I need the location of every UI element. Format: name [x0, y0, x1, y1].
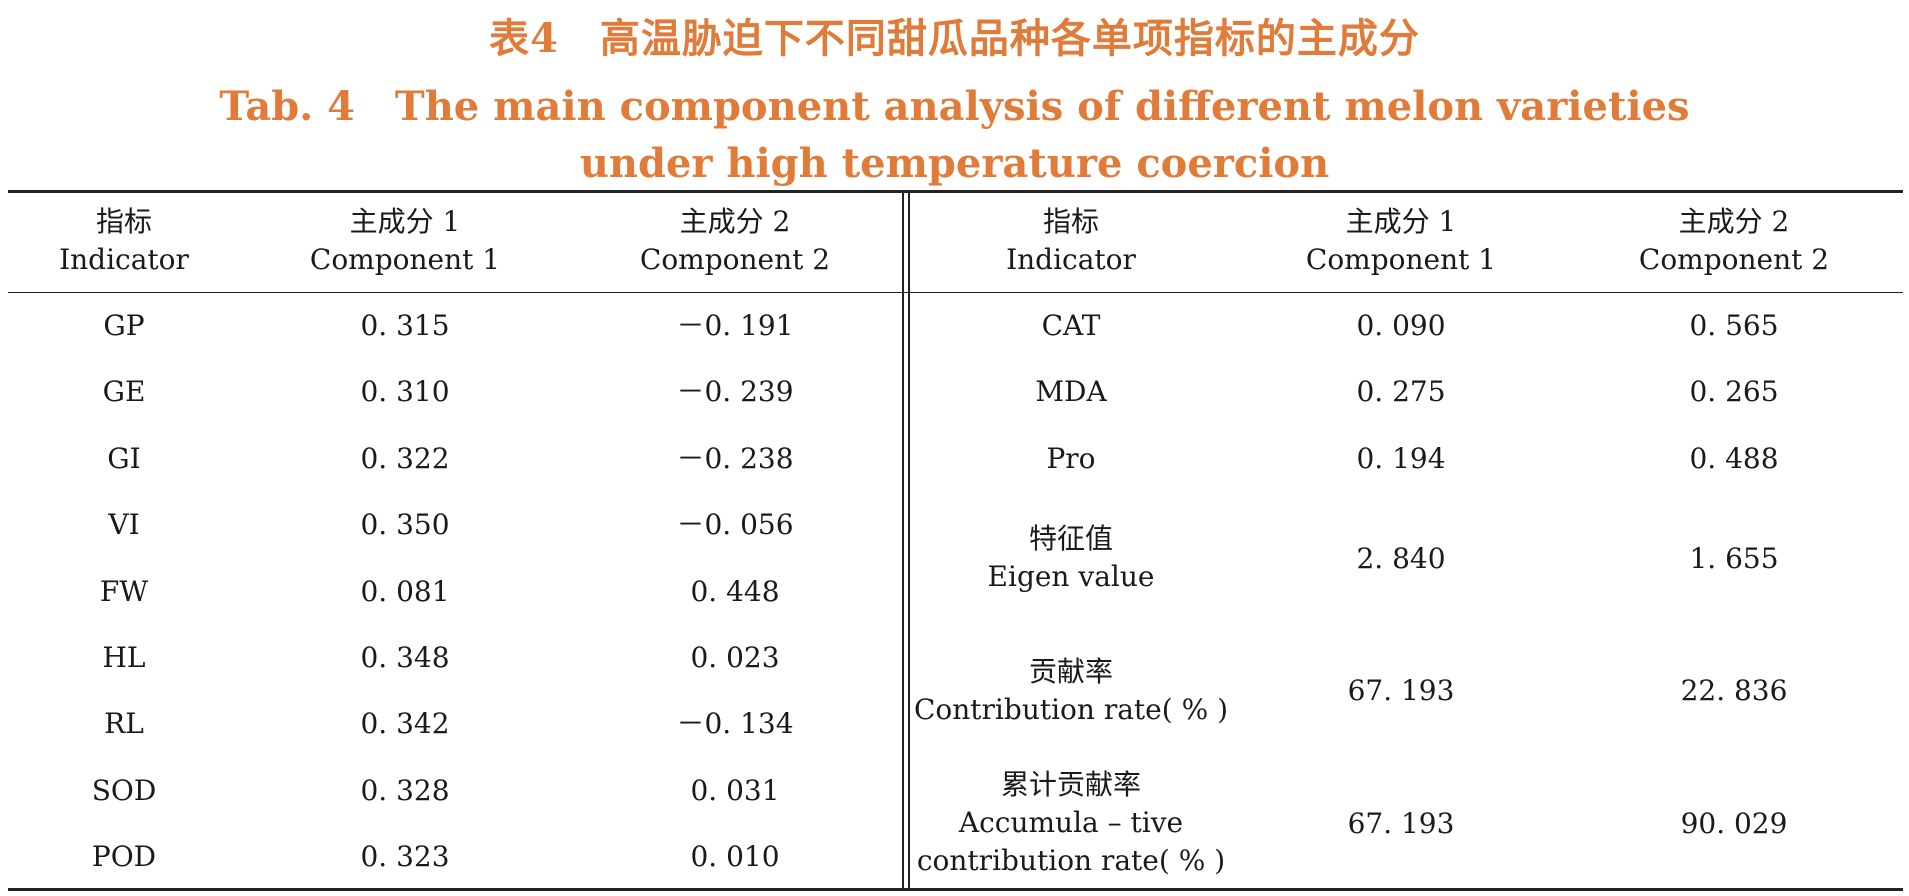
component1-cell: 0. 328 — [360, 774, 450, 807]
indicator-cell: SOD — [91, 774, 157, 807]
indicator-cell: HL — [102, 641, 146, 674]
component2-cell: 0. 488 — [1689, 442, 1779, 475]
header-component2-right: 主成分 2 Component 2 — [1614, 203, 1854, 279]
component1-cell: 0. 081 — [360, 575, 450, 608]
component1-cell: 0. 322 — [360, 442, 450, 475]
header-component2-en: Component 2 — [1638, 243, 1830, 276]
table-bottom-rule — [8, 888, 1903, 891]
header-indicator-en: Indicator — [59, 243, 189, 276]
summary-label-en: Eigen value — [987, 560, 1155, 593]
header-component1-en: Component 1 — [1305, 243, 1497, 276]
component1-cell: 0. 090 — [1356, 309, 1446, 342]
header-component1-cn: 主成分 1 — [1345, 205, 1457, 238]
header-component1-left: 主成分 1 Component 1 — [285, 203, 525, 279]
header-indicator-right: 指标 Indicator — [971, 203, 1171, 279]
component2-cell: 90. 029 — [1680, 807, 1788, 840]
indicator-cell: POD — [91, 840, 157, 873]
component2-cell: －0. 134 — [676, 707, 794, 740]
summary-label-cn: 累计贡献率 — [1000, 768, 1141, 801]
summary-label-en-line2: contribution rate( % ) — [916, 844, 1226, 877]
summary-label-cn: 特征值 — [1028, 522, 1113, 555]
summary-label: 特征值 Eigen value — [921, 520, 1221, 596]
indicator-cell: VI — [108, 508, 140, 541]
component1-cell: 67. 193 — [1347, 807, 1455, 840]
component2-cell: －0. 191 — [676, 309, 794, 342]
header-component2-left: 主成分 2 Component 2 — [615, 203, 855, 279]
indicator-cell: Pro — [1046, 442, 1096, 475]
header-component2-cn: 主成分 2 — [679, 205, 791, 238]
component2-cell: 0. 031 — [690, 774, 780, 807]
summary-label: 累计贡献率 Accumula – tive contribution rate(… — [911, 766, 1231, 880]
component2-cell: －0. 238 — [676, 442, 794, 475]
table-header-rule — [8, 292, 1903, 293]
component1-cell: 0. 315 — [360, 309, 450, 342]
component1-cell: 0. 342 — [360, 707, 450, 740]
indicator-cell: MDA — [1035, 375, 1107, 408]
summary-label: 贡献率 Contribution rate( % ) — [911, 653, 1231, 729]
component2-cell: 22. 836 — [1680, 674, 1788, 707]
header-component1-right: 主成分 1 Component 1 — [1281, 203, 1521, 279]
table-divider-right — [908, 191, 910, 889]
indicator-cell: GP — [103, 309, 145, 342]
summary-label-cn: 贡献率 — [1028, 655, 1113, 688]
summary-label-en: Contribution rate( % ) — [913, 693, 1228, 726]
component1-cell: 0. 310 — [360, 375, 450, 408]
header-component1-cn: 主成分 1 — [349, 205, 461, 238]
indicator-cell: GI — [107, 442, 141, 475]
component1-cell: 0. 275 — [1356, 375, 1446, 408]
component2-cell: 0. 448 — [690, 575, 780, 608]
table-top-rule — [8, 190, 1903, 193]
component2-cell: 0. 023 — [690, 641, 780, 674]
header-component1-en: Component 1 — [309, 243, 501, 276]
summary-label-en: Accumula – tive — [958, 806, 1184, 839]
table-caption-cn: 表4 高温胁迫下不同甜瓜品种各单项指标的主成分 — [489, 15, 1420, 62]
header-indicator-en: Indicator — [1006, 243, 1136, 276]
header-component2-en: Component 2 — [639, 243, 831, 276]
header-component2-cn: 主成分 2 — [1678, 205, 1790, 238]
component1-cell: 0. 350 — [360, 508, 450, 541]
header-indicator-cn: 指标 — [95, 205, 152, 238]
component2-cell: 1. 655 — [1689, 542, 1779, 575]
table-caption-en-line2: under high temperature coercion — [579, 140, 1330, 187]
component2-cell: 0. 265 — [1689, 375, 1779, 408]
header-indicator-cn: 指标 — [1042, 205, 1099, 238]
header-indicator-left: 指标 Indicator — [24, 203, 224, 279]
component2-cell: 0. 565 — [1689, 309, 1779, 342]
component1-cell: 0. 323 — [360, 840, 450, 873]
table-caption-en-line1: Tab. 4 The main component analysis of di… — [219, 83, 1690, 130]
component1-cell: 0. 194 — [1356, 442, 1446, 475]
indicator-cell: FW — [99, 575, 149, 608]
indicator-cell: GE — [102, 375, 146, 408]
component1-cell: 0. 348 — [360, 641, 450, 674]
component1-cell: 67. 193 — [1347, 674, 1455, 707]
component1-cell: 2. 840 — [1356, 542, 1446, 575]
component2-cell: －0. 056 — [676, 508, 794, 541]
component2-cell: 0. 010 — [690, 840, 780, 873]
indicator-cell: RL — [104, 707, 144, 740]
component2-cell: －0. 239 — [676, 375, 794, 408]
table-divider-left — [902, 191, 904, 889]
indicator-cell: CAT — [1041, 309, 1101, 342]
